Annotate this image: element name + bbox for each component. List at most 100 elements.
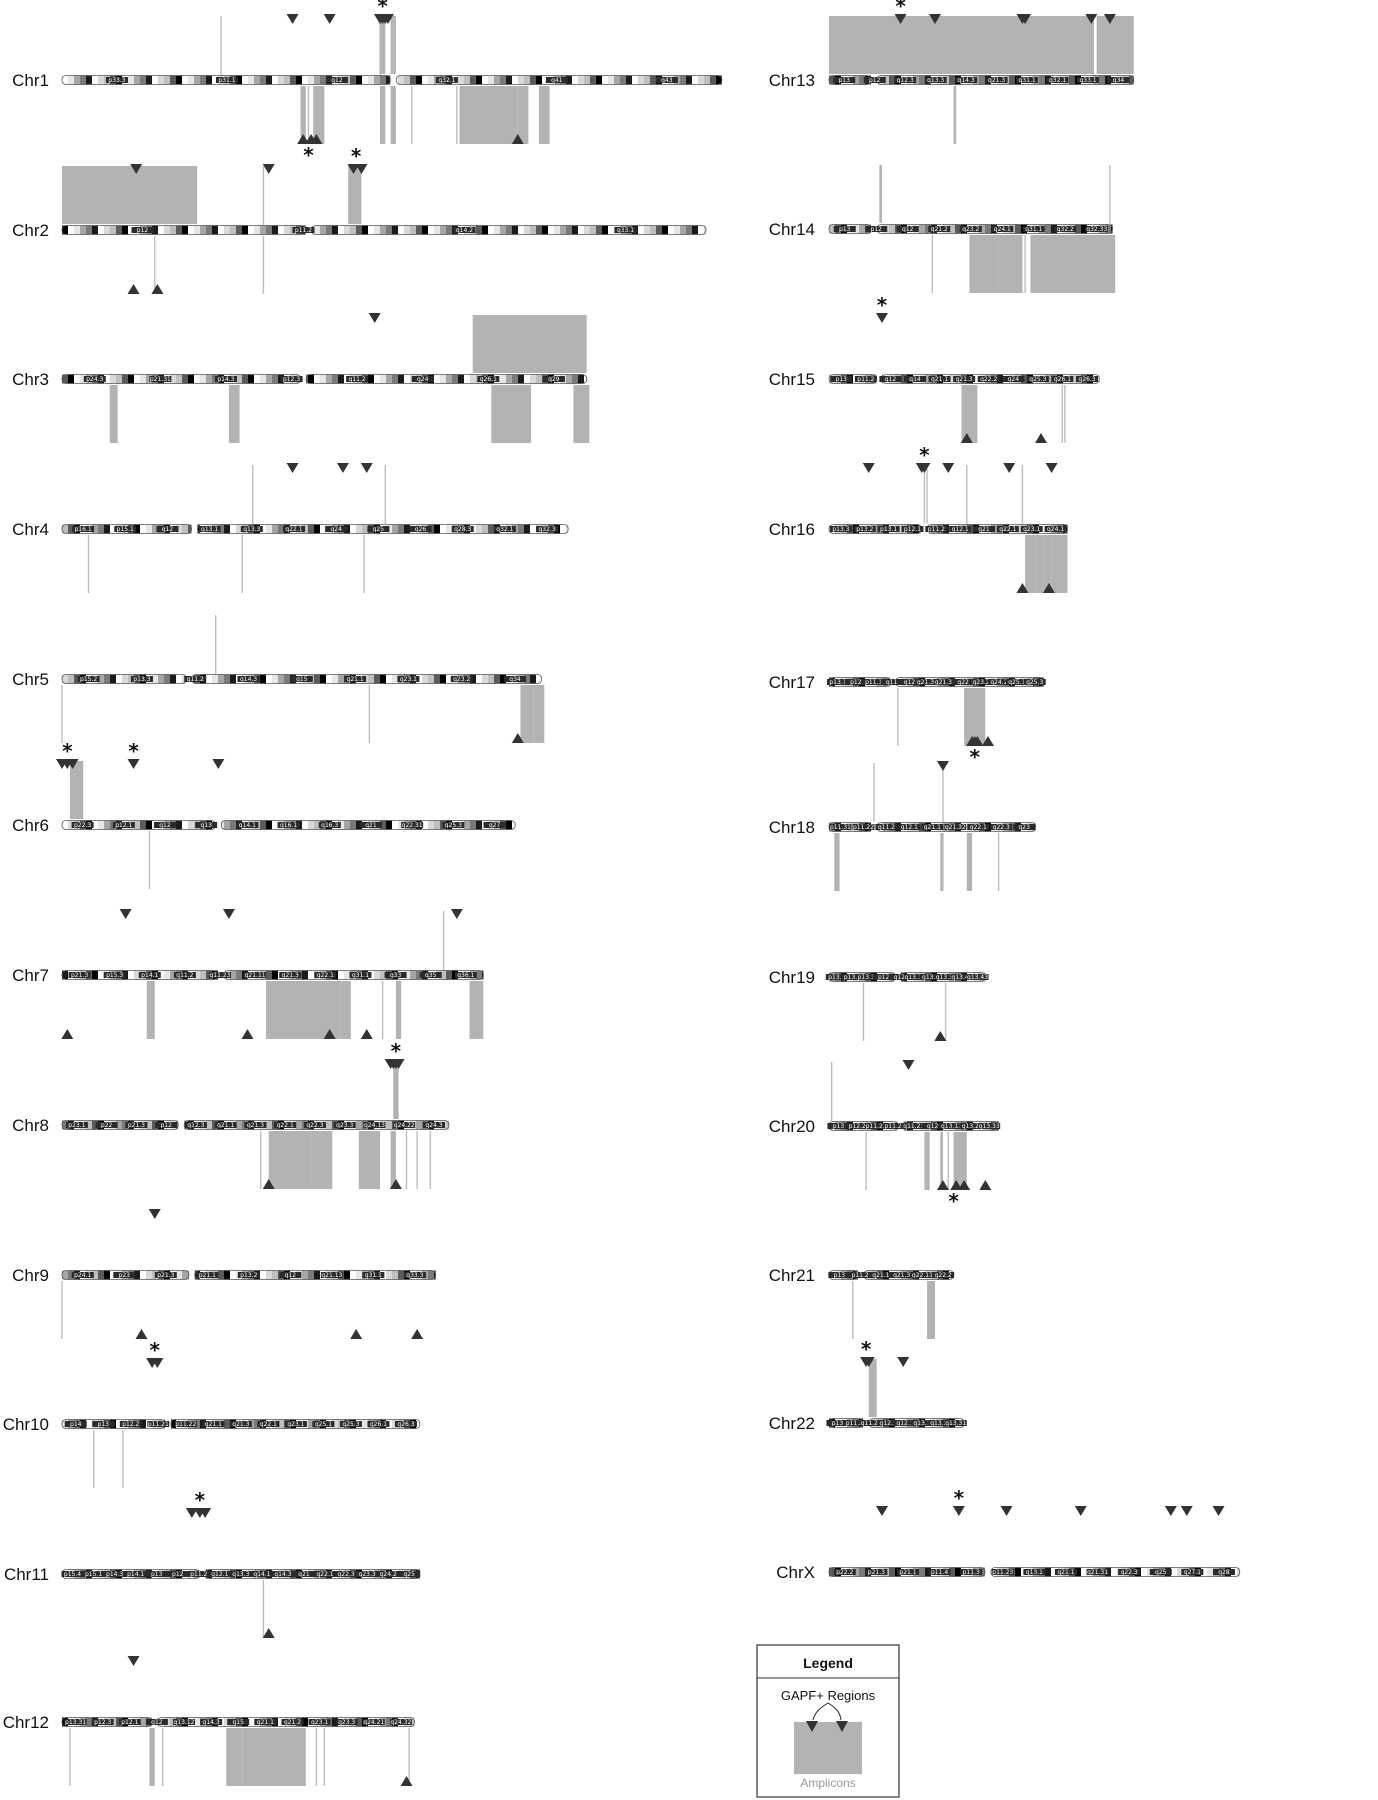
band-label: p14.3: [217, 376, 234, 383]
band-label: q31.1: [365, 1272, 382, 1279]
ideogram-band: [278, 674, 284, 684]
band-label-bg: [483, 822, 506, 828]
ideogram-band: [596, 225, 602, 235]
chromosome-chr15: Chr15 p13 p11.2 q12 q14 q21.1 q21.3 q22.2 q24 q25…: [769, 293, 1100, 443]
ideogram-band: [386, 75, 392, 85]
band-label: q26.3: [397, 1421, 414, 1428]
ideogram-band: [386, 225, 392, 235]
centromere: [876, 373, 883, 385]
ideogram-band: [134, 374, 140, 384]
amplicon-above: [829, 16, 1094, 74]
ideogram-band: [62, 374, 68, 384]
ideogram-band: [92, 225, 98, 235]
band-label: q25.1: [1008, 679, 1025, 686]
ideogram-band: [116, 225, 122, 235]
band-label-bg: [934, 679, 957, 685]
band-label: q21: [978, 526, 990, 533]
ideogram-band: [973, 374, 979, 384]
band-label: q33: [390, 972, 402, 979]
band-label: q32.1: [1049, 77, 1066, 84]
band-label-bg: [227, 1719, 250, 1725]
ideogram-band: [476, 970, 482, 980]
ideogram-band: [446, 674, 452, 684]
ideogram-band: [158, 75, 164, 85]
band-label-bg: [320, 1272, 343, 1278]
band-label-bg: [281, 1719, 304, 1725]
band-label-bg: [250, 1571, 273, 1577]
star-annotation: *: [150, 1338, 161, 1362]
chromosome-label: Chr19: [769, 968, 815, 987]
band-label: q27.1: [1184, 1569, 1201, 1576]
ideogram-band: [200, 75, 206, 85]
ideogram-band: [134, 1270, 140, 1280]
ideogram-band: [476, 674, 482, 684]
band-label: p11.22: [175, 1421, 196, 1428]
band-label: p13.2: [240, 1272, 257, 1279]
band-label-bg: [279, 1272, 302, 1278]
ideogram-band: [266, 1270, 272, 1280]
chromosome-chr4: Chr4 p16.1 p15.1 q12 q13.1 q13.3 q22.1 q24 q25 q2…: [12, 463, 569, 593]
band-label: q12.3: [897, 77, 914, 84]
ideogram-band: [889, 75, 895, 85]
ideogram-band: [266, 1120, 272, 1130]
band-label: q21.1: [217, 1122, 234, 1129]
ideogram-band: [194, 225, 200, 235]
band-label: q21.31: [1087, 1569, 1108, 1576]
band-label: q41: [551, 77, 563, 84]
chromosome-label: ChrX: [776, 1563, 815, 1582]
band-label: q14.3: [958, 77, 975, 84]
ideogram-band: [254, 374, 260, 384]
ideogram-band: [272, 374, 278, 384]
band-label: q25.3: [1029, 376, 1046, 383]
ideogram-band: [134, 970, 140, 980]
ideogram-band: [266, 374, 272, 384]
band-label: q21.11: [245, 972, 266, 979]
band-label: q15: [296, 676, 308, 683]
ideogram-band: [422, 75, 428, 85]
ideogram-band: [224, 820, 230, 830]
band-label-bg: [1051, 376, 1074, 382]
band-label: q12: [904, 679, 916, 686]
band-label-bg: [257, 1421, 280, 1427]
ideogram-band: [1009, 75, 1015, 85]
ideogram-band: [368, 75, 374, 85]
amplicon-below: [998, 235, 1023, 293]
band-label-bg: [363, 1122, 386, 1128]
ideogram-band: [710, 75, 716, 85]
gapf-up-marker: [262, 1628, 275, 1638]
band-label-bg: [825, 974, 848, 980]
band-label: q43: [661, 77, 673, 84]
band-label-bg: [65, 1122, 88, 1128]
ideogram-band: [512, 374, 518, 384]
ideogram-band: [434, 374, 440, 384]
ideogram-band: [110, 225, 116, 235]
gapf-up-marker: [389, 1179, 402, 1189]
gapf-down-marker: [929, 14, 941, 24]
ideogram-band: [86, 1717, 92, 1727]
amplicon-below: [966, 833, 973, 891]
ideogram-band: [356, 524, 362, 534]
ideogram-band: [398, 374, 404, 384]
ideogram-band: [98, 820, 104, 830]
band-label-bg: [145, 1719, 168, 1725]
band-label-bg: [125, 1122, 148, 1128]
amplicon-below: [313, 86, 325, 144]
chromosome-label: Chr11: [4, 1565, 49, 1584]
band-label-bg: [888, 974, 911, 980]
band-label: q13.11: [904, 974, 925, 981]
ideogram-band: [104, 674, 110, 684]
band-label: q32.2: [1057, 226, 1074, 233]
band-label-bg: [290, 676, 313, 682]
ideogram-band: [422, 674, 428, 684]
ideogram-band: [578, 75, 584, 85]
band-label-bg: [865, 226, 888, 232]
ideogram-band: [392, 524, 398, 534]
ideogram-band: [500, 225, 506, 235]
band-label: q32.33: [1086, 226, 1107, 233]
ideogram-band: [248, 75, 254, 85]
band-label: q21.2: [931, 226, 948, 233]
ideogram-band: [164, 225, 170, 235]
band-label-bg: [411, 376, 434, 382]
band-label: q16.1: [280, 822, 297, 829]
